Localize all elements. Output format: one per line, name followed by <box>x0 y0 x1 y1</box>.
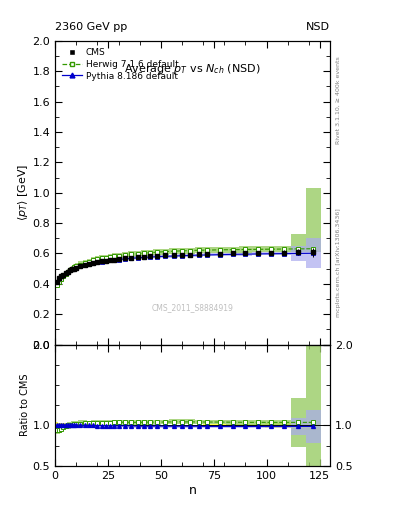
Y-axis label: $\langle p_T\rangle$ [GeV]: $\langle p_T\rangle$ [GeV] <box>16 164 29 221</box>
Text: CMS_2011_S8884919: CMS_2011_S8884919 <box>152 304 233 313</box>
X-axis label: n: n <box>189 483 196 497</box>
Text: mcplots.cern.ch [arXiv:1306.3436]: mcplots.cern.ch [arXiv:1306.3436] <box>336 208 341 316</box>
Text: Rivet 3.1.10, ≥ 400k events: Rivet 3.1.10, ≥ 400k events <box>336 56 341 144</box>
Legend: CMS, Herwig 7.1.6 default, Pythia 8.186 default: CMS, Herwig 7.1.6 default, Pythia 8.186 … <box>59 46 181 83</box>
Text: NSD: NSD <box>306 22 330 32</box>
Text: Average $p_T$ vs $N_{ch}$ (NSD): Average $p_T$ vs $N_{ch}$ (NSD) <box>124 62 261 76</box>
Y-axis label: Ratio to CMS: Ratio to CMS <box>20 374 29 436</box>
Text: 2360 GeV pp: 2360 GeV pp <box>55 22 127 32</box>
